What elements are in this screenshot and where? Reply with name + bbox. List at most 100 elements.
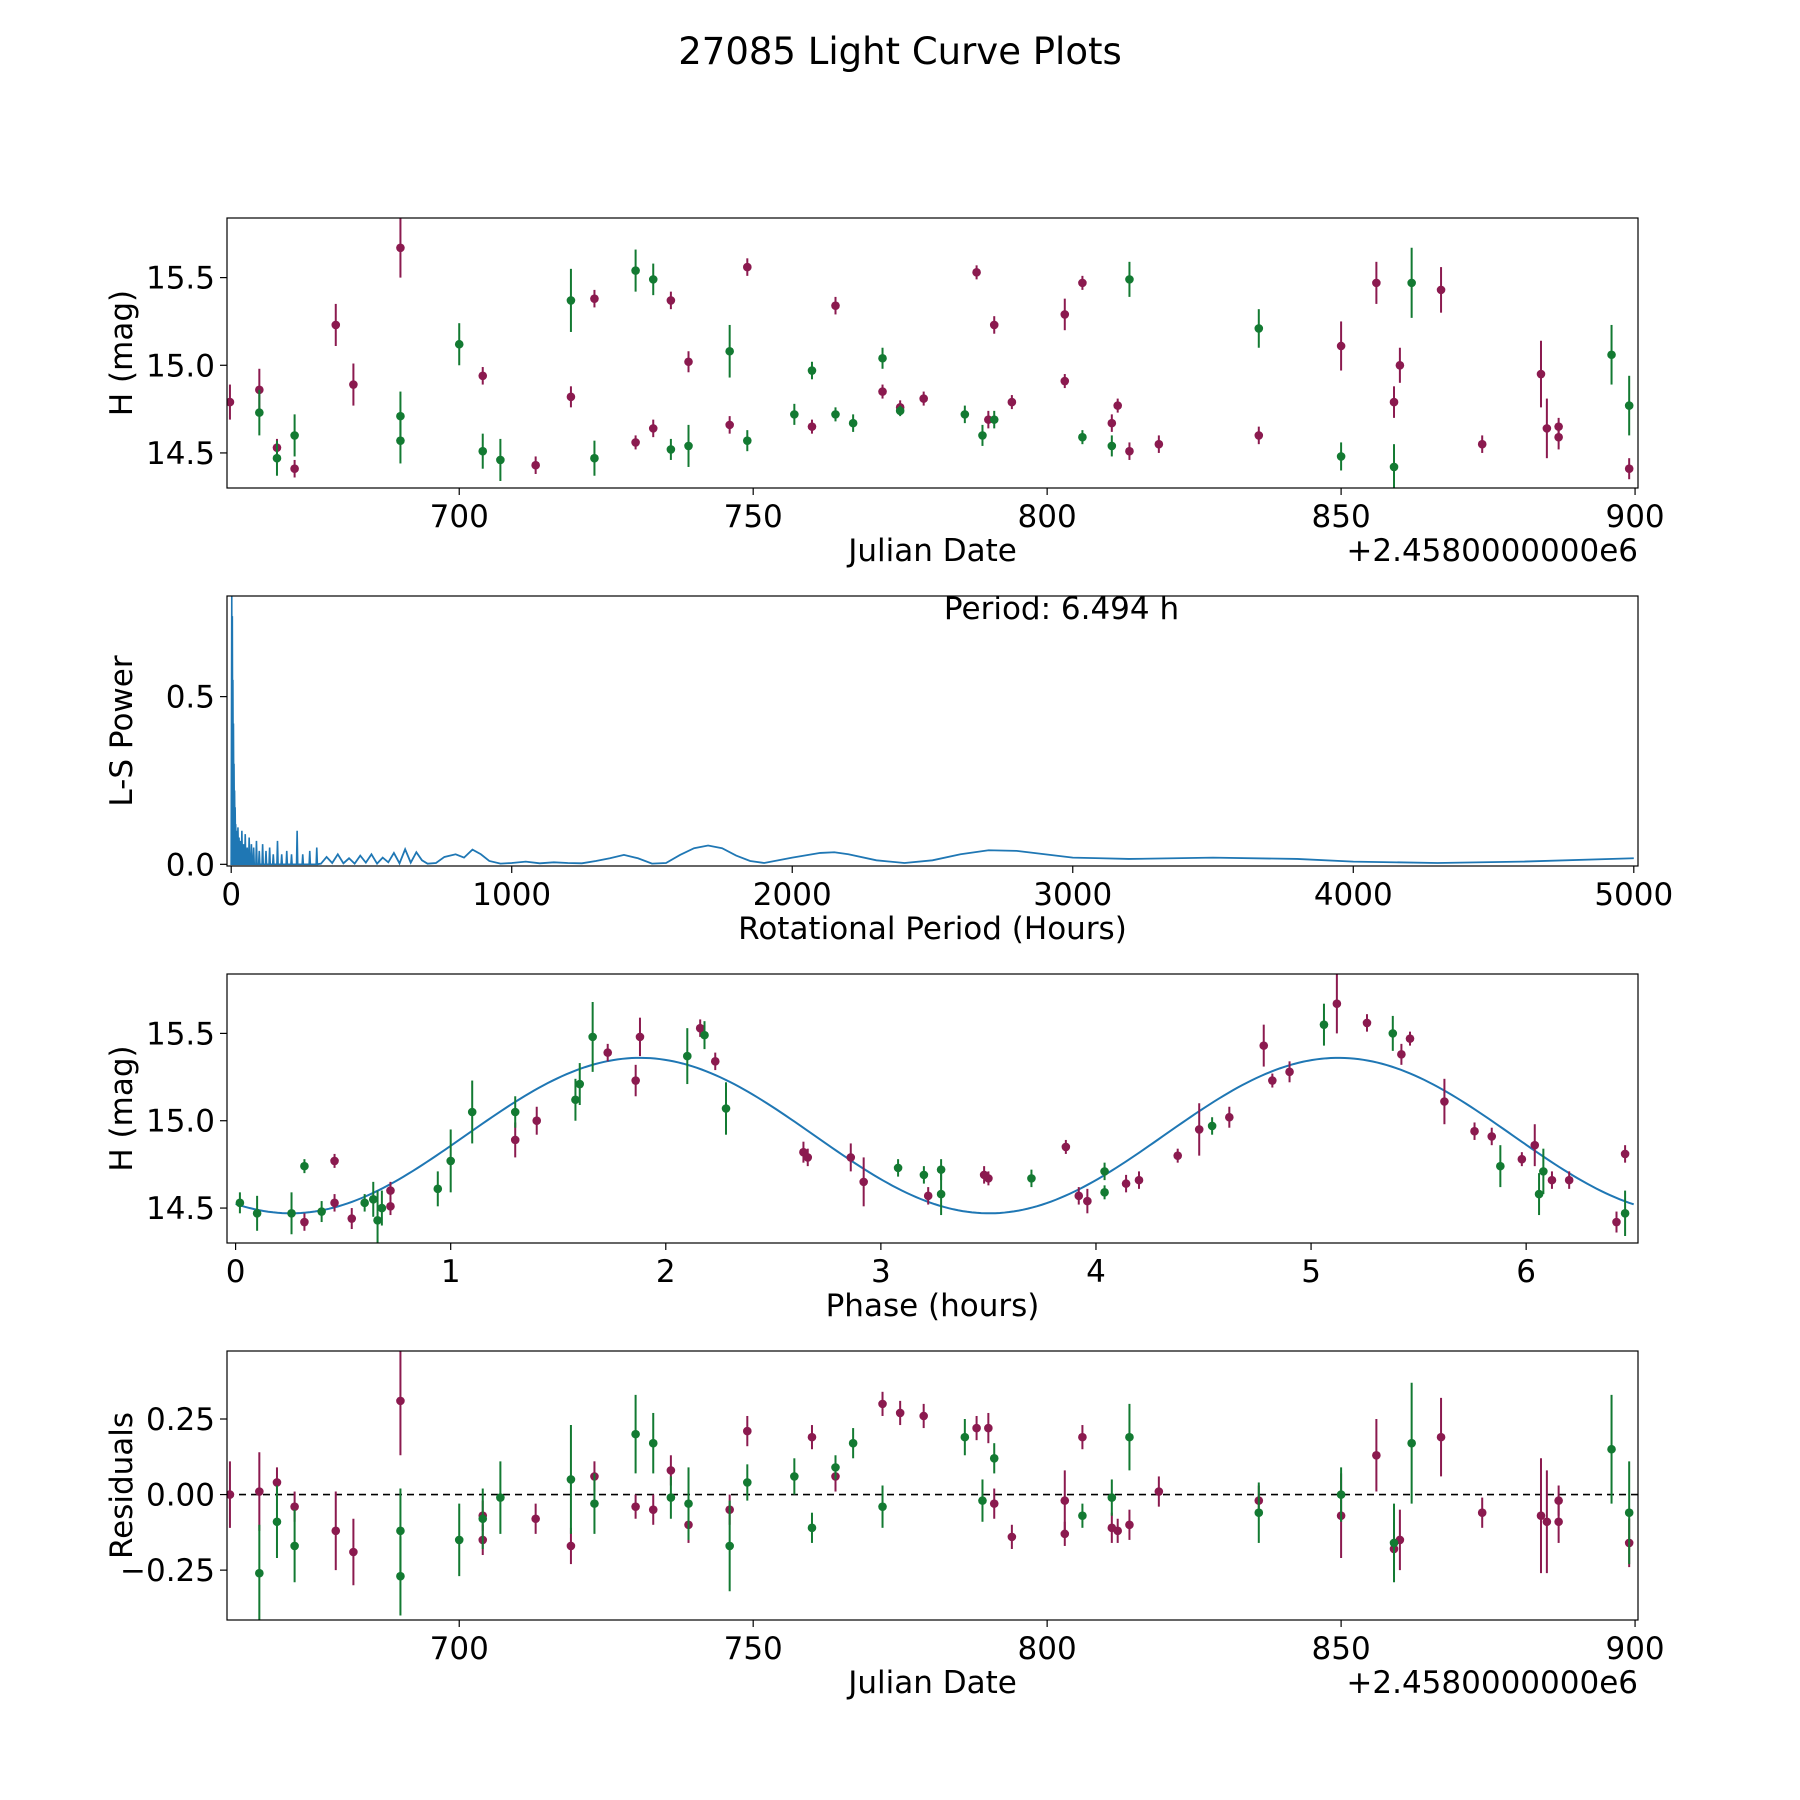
green-data-point [566,1475,576,1484]
x-tick-label: 4 [1086,1254,1106,1290]
green-data-point [725,346,734,356]
green-data-point [396,436,405,445]
red-data-point [1477,1508,1487,1518]
green-data-point [1078,432,1087,442]
red-data-point [300,1217,309,1227]
red-data-point [972,1423,981,1433]
green-data-point [666,1493,676,1502]
y-tick-label: 0.25 [146,1402,215,1438]
red-data-point [807,422,817,431]
green-data-point [648,275,658,284]
red-data-point [666,296,676,305]
red-data-point [1061,1142,1071,1152]
red-data-point [1542,424,1552,433]
y-axis-label: H (mag) [104,290,140,416]
red-data-point [227,1490,235,1499]
red-data-point [1083,1196,1092,1206]
red-data-point [1060,1529,1070,1539]
green-data-point [272,453,282,463]
x-tick-label: 3000 [1033,877,1112,913]
red-data-point [396,243,405,253]
red-data-point [1107,418,1117,428]
green-data-point [1407,1438,1416,1448]
green-data-point [725,1541,734,1551]
y-tick-label: 0.0 [166,847,215,883]
red-data-point [984,415,993,424]
y-tick-label: −0.25 [120,1553,215,1589]
period-annotation: Period: 6.494 h [944,591,1179,627]
red-data-point [1336,341,1346,351]
red-data-point [330,1156,339,1166]
green-data-point [1100,1167,1109,1176]
red-data-point [919,394,928,403]
green-data-point [1389,1538,1399,1548]
green-data-point [684,1499,693,1508]
red-data-point [349,1547,358,1557]
green-data-point [1107,441,1117,451]
x-tick-label: 750 [724,1631,783,1667]
red-data-point [895,1408,905,1418]
green-data-point [807,1523,817,1533]
fit-curve [235,1056,1635,1215]
red-data-point [1554,432,1563,442]
red-data-point [725,420,734,430]
green-data-point [790,410,799,419]
green-data-point [1534,1189,1544,1199]
red-data-point [1536,1511,1546,1521]
x-tick-label: 3 [871,1254,891,1290]
x-tick-label: 5 [1301,1254,1321,1290]
red-data-point [531,460,540,470]
plot-frame [226,1350,1639,1621]
green-data-point [300,1161,309,1171]
red-data-point [1620,1149,1630,1159]
red-data-point [330,1198,339,1208]
red-data-point [1254,431,1264,440]
red-data-point [923,1191,933,1201]
red-data-point [603,1048,613,1057]
red-data-point [1397,1050,1406,1059]
red-data-point [1542,1517,1552,1527]
green-data-point [960,1432,970,1442]
green-data-point [287,1209,296,1218]
red-data-point [1007,1532,1017,1542]
red-data-point [290,464,299,474]
green-data-point [936,1165,946,1174]
red-data-point [255,1487,264,1496]
red-data-point [972,268,981,277]
green-data-point [790,1472,799,1481]
green-data-point [700,1030,709,1040]
green-data-point [510,1107,520,1117]
red-data-point [1113,1526,1122,1536]
red-data-point [1554,1517,1563,1527]
green-data-point [743,436,752,445]
red-data-point [743,1426,752,1436]
red-data-point [989,320,999,330]
red-data-point [1285,1067,1294,1077]
green-data-point [478,1514,488,1524]
red-data-point [1259,1041,1269,1050]
red-data-point [1372,278,1381,288]
red-data-point [1624,464,1634,474]
x-tick-label: 5000 [1594,877,1673,913]
red-data-point [1517,1154,1527,1164]
red-data-point [1268,1076,1277,1085]
green-data-point [631,1429,640,1439]
x-offset-label: +2.4580000000e6 [1346,1665,1638,1701]
green-data-point [396,411,405,421]
red-data-point [566,1541,576,1551]
x-tick-label: 1000 [472,877,551,913]
green-data-point [893,1163,903,1173]
x-tick-label: 850 [1312,1631,1371,1667]
red-data-point [1389,397,1399,407]
red-data-point [347,1214,357,1223]
green-data-point [1624,1508,1634,1518]
light-curve-panel: 700 750 800 850 900 14.5 15.0 15.5 Julian Date H … [104,217,1665,569]
red-data-point [743,262,752,272]
green-data-point [684,441,693,451]
red-data-point [1487,1132,1497,1141]
green-data-point [919,1170,929,1180]
green-data-point [373,1215,382,1225]
x-axis-label: Rotational Period (Hours) [738,911,1127,947]
green-data-point [1496,1161,1505,1171]
